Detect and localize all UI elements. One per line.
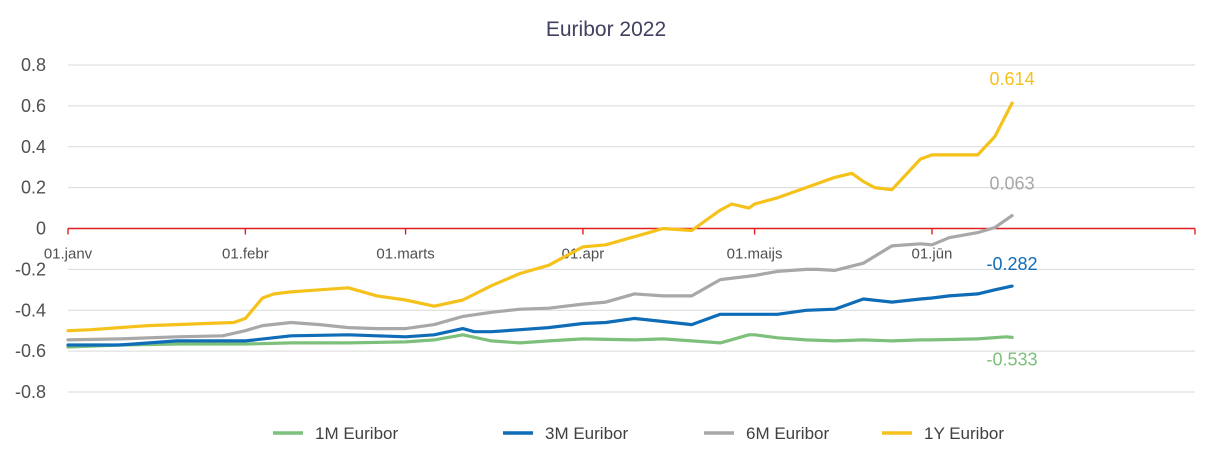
legend-label: 1M Euribor (315, 424, 398, 443)
y-tick-label: -0.6 (15, 341, 46, 361)
y-tick-label: -0.8 (15, 382, 46, 402)
series-lines (66, 101, 1014, 349)
series-line-1y-euribor (66, 101, 1014, 333)
end-labels: -0.533 -0.282 0.063 0.614 (987, 69, 1038, 369)
zero-line (67, 227, 1196, 235)
y-tick-label: 0.2 (21, 178, 46, 198)
x-axis-ticks: 01.janv 01.febr 01.marts 01.apr 01.maijs 01.j… (44, 246, 953, 263)
legend-label: 3M Euribor (545, 424, 628, 443)
x-tick-label: 01.jūn (912, 246, 953, 263)
y-tick-label: -0.2 (15, 259, 46, 279)
legend: 1M Euribor 3M Euribor 6M Euribor 1Y Euribor (273, 424, 1004, 443)
x-tick-label: 01.janv (44, 246, 93, 263)
y-tick-label: 0.4 (21, 137, 46, 157)
legend-label: 1Y Euribor (924, 424, 1004, 443)
end-value-label: 0.614 (990, 69, 1035, 89)
end-value-label: -0.282 (987, 254, 1038, 274)
series-line-1m-euribor (66, 333, 1014, 349)
x-tick-label: 01.maijs (727, 246, 783, 263)
chart-title: Euribor 2022 (546, 18, 666, 41)
y-tick-label: 0.6 (21, 96, 46, 116)
gridlines (68, 64, 1195, 393)
legend-label: 6M Euribor (746, 424, 829, 443)
y-axis-ticks: 0.8 0.6 0.4 0.2 0 -0.2 -0.4 -0.6 -0.8 (15, 55, 46, 402)
series-line-6m-euribor (66, 214, 1014, 342)
x-tick-label: 01.apr (562, 246, 605, 263)
y-tick-label: 0 (36, 219, 46, 239)
series-line-3m-euribor (66, 284, 1014, 347)
end-value-label: 0.063 (990, 174, 1035, 194)
end-value-label: -0.533 (987, 349, 1038, 369)
x-tick-label: 01.marts (376, 246, 434, 263)
x-tick-label: 01.febr (222, 246, 269, 263)
y-tick-label: -0.4 (15, 300, 46, 320)
y-tick-label: 0.8 (21, 55, 46, 75)
